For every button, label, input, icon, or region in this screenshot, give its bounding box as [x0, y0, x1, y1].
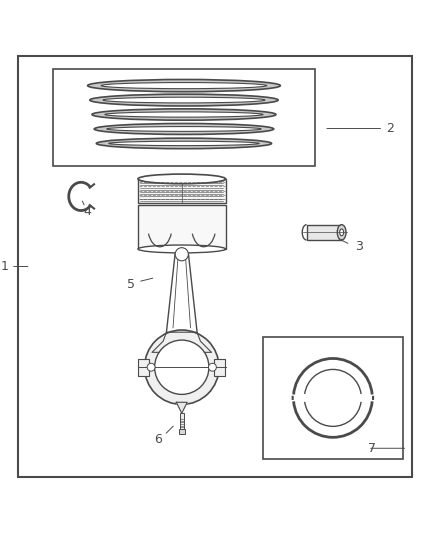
Text: 5: 5: [127, 278, 135, 290]
Ellipse shape: [105, 112, 263, 117]
Bar: [138, 359, 149, 376]
Circle shape: [175, 248, 188, 261]
Bar: [180, 413, 184, 429]
Ellipse shape: [107, 126, 261, 131]
Text: 4: 4: [84, 205, 92, 218]
Ellipse shape: [340, 229, 343, 236]
Ellipse shape: [92, 109, 276, 120]
Bar: [179, 429, 185, 434]
Ellipse shape: [101, 83, 267, 88]
Polygon shape: [152, 332, 212, 352]
Text: 1: 1: [0, 260, 8, 273]
Ellipse shape: [337, 225, 346, 240]
Text: 2: 2: [386, 122, 394, 135]
Circle shape: [208, 364, 216, 371]
Bar: [138, 205, 226, 249]
Text: 6: 6: [154, 433, 162, 446]
Text: 7: 7: [368, 442, 376, 455]
Polygon shape: [176, 402, 187, 413]
Ellipse shape: [94, 124, 274, 134]
Bar: [263, 336, 403, 459]
Bar: [214, 359, 225, 376]
Text: 3: 3: [355, 240, 363, 253]
Bar: [53, 69, 315, 166]
Ellipse shape: [103, 97, 265, 103]
Ellipse shape: [88, 79, 280, 92]
Ellipse shape: [90, 94, 278, 106]
Ellipse shape: [138, 174, 226, 184]
Ellipse shape: [138, 245, 226, 253]
Bar: [307, 225, 342, 240]
Bar: [138, 179, 226, 203]
Ellipse shape: [109, 141, 259, 146]
Ellipse shape: [96, 138, 272, 149]
Circle shape: [147, 364, 155, 371]
Circle shape: [155, 340, 209, 394]
Circle shape: [145, 330, 219, 405]
